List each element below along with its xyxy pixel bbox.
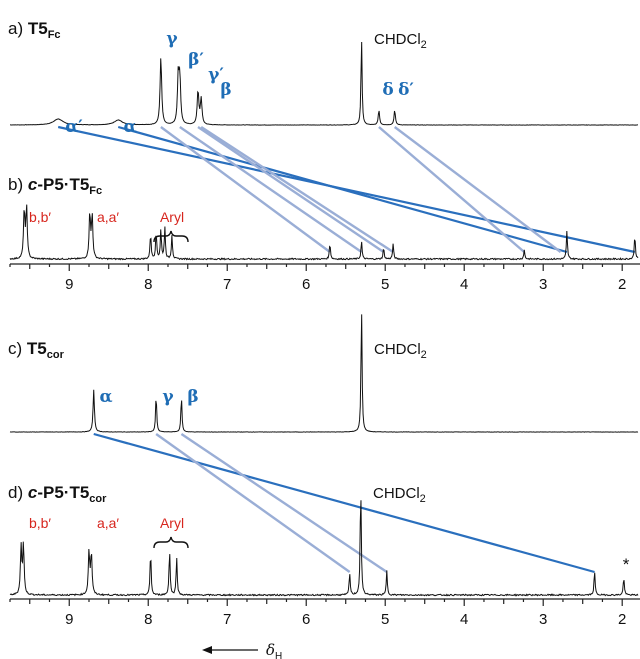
panel-d: d) c-P5·T5cor b,b′ a,a′ Aryl CHDCl2 *: [8, 483, 630, 574]
correlation-line: [155, 433, 351, 573]
x-tick-label: 3: [539, 276, 547, 293]
correlation-line: [160, 126, 331, 253]
solvent-label-d: CHDCl2: [373, 485, 426, 505]
x-tick-label: 4: [460, 611, 468, 628]
label-aryl-d: Aryl: [160, 515, 184, 531]
label-aa-prime-d: a,a′: [97, 515, 119, 531]
spectra-traces: [9, 41, 639, 597]
x-tick-label: 5: [381, 611, 389, 628]
peak-label-beta-prime: β′: [188, 50, 204, 70]
peak-label-delta-prime: δ′: [398, 80, 414, 100]
correlation-line: [197, 126, 385, 253]
x-axis-bottom: 9 8 7 6 5 4 3 2: [9, 598, 640, 628]
correlation-line: [393, 126, 562, 253]
solvent-label-c: CHDCl2: [374, 341, 427, 361]
x-axis-arrow-head: [202, 646, 212, 654]
aryl-brace-b: [153, 230, 189, 243]
x-tick-label: 6: [302, 611, 310, 628]
x-tick-label: 8: [144, 276, 152, 293]
correlation-line: [180, 433, 388, 573]
panel-d-label: d) c-P5·T5cor: [8, 483, 107, 505]
peak-label-beta-c: β: [187, 387, 198, 407]
x-axis-ticks-bottom: 9 8 7 6 5 4 3 2: [9, 599, 626, 628]
spectrum-trace-b: [9, 204, 639, 261]
panel-c: c) T5cor α γ β CHDCl2: [8, 339, 427, 407]
aryl-brace-d: [153, 536, 189, 549]
x-tick-label: 8: [144, 611, 152, 628]
label-aryl-b: Aryl: [160, 209, 184, 225]
x-tick-label: 2: [618, 276, 626, 293]
peak-label-gamma-prime: γ′: [208, 65, 224, 85]
x-tick-label: 2: [618, 611, 626, 628]
correlation-lines: [57, 125, 636, 574]
x-tick-label: 3: [539, 611, 547, 628]
peak-label-gamma: γ: [166, 29, 178, 49]
peak-label-alpha-prime: α′: [65, 117, 83, 137]
solvent-label-a: CHDCl2: [374, 31, 427, 51]
x-tick-label: 9: [65, 611, 73, 628]
x-tick-label: 5: [381, 276, 389, 293]
panel-a-label: a) T5Fc: [8, 19, 61, 41]
x-axis-label: δH: [266, 641, 282, 659]
correlation-line: [179, 126, 363, 253]
panel-a: a) T5Fc α′ α γ β′ γ′ β δ δ′ CHDCl2: [8, 19, 427, 137]
correlation-line: [378, 126, 526, 253]
x-axis-top: 9 8 7 6 5 4 3 2: [9, 263, 640, 293]
x-axis-ticks-top: 9 8 7 6 5 4 3 2: [9, 264, 626, 293]
spectrum-trace-a: [9, 41, 639, 126]
peak-label-delta: δ: [382, 80, 393, 100]
peak-label-alpha: α: [123, 117, 136, 137]
asterisk-impurity-label: *: [623, 555, 630, 574]
x-tick-label: 7: [223, 276, 231, 293]
x-axis-title: δH: [202, 641, 282, 659]
spectrum-trace-c: [9, 314, 639, 433]
label-aa-prime-b: a,a′: [97, 209, 119, 225]
panel-b: b) c-P5·T5Fc b,b′ a,a′ Aryl: [8, 175, 189, 243]
label-bb-prime-b: b,b′: [29, 209, 51, 225]
peak-label-alpha-c: α: [99, 387, 112, 407]
x-tick-label: 7: [223, 611, 231, 628]
correlation-line: [200, 125, 394, 254]
label-bb-prime-d: b,b′: [29, 515, 51, 531]
x-tick-label: 4: [460, 276, 468, 293]
correlation-line: [117, 125, 568, 254]
spectrum-trace-d: [9, 500, 639, 597]
panel-c-label: c) T5cor: [8, 339, 65, 361]
correlation-line: [93, 432, 595, 574]
x-tick-label: 6: [302, 276, 310, 293]
peak-label-gamma-c: γ: [162, 387, 174, 407]
peak-label-beta: β: [220, 80, 231, 100]
panel-b-label: b) c-P5·T5Fc: [8, 175, 102, 197]
x-tick-label: 9: [65, 276, 73, 293]
